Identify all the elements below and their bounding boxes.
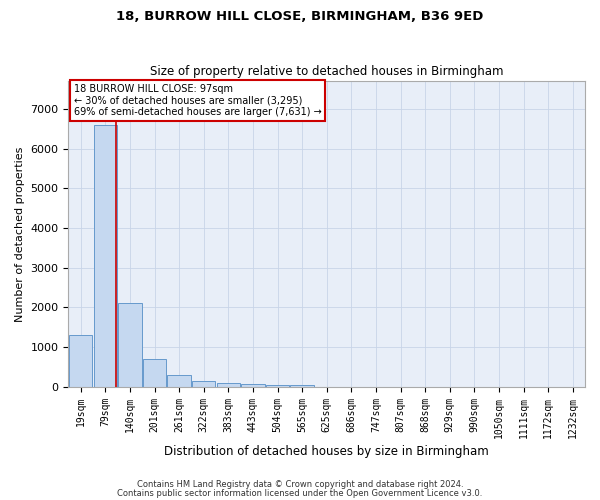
Bar: [290, 384, 314, 386]
Text: 18 BURROW HILL CLOSE: 97sqm
← 30% of detached houses are smaller (3,295)
69% of : 18 BURROW HILL CLOSE: 97sqm ← 30% of det…: [74, 84, 322, 117]
Bar: [167, 375, 191, 386]
Bar: [94, 124, 117, 386]
Text: Contains public sector information licensed under the Open Government Licence v3: Contains public sector information licen…: [118, 488, 482, 498]
Bar: [118, 304, 142, 386]
Title: Size of property relative to detached houses in Birmingham: Size of property relative to detached ho…: [150, 66, 503, 78]
Bar: [266, 384, 289, 386]
Y-axis label: Number of detached properties: Number of detached properties: [15, 146, 25, 322]
X-axis label: Distribution of detached houses by size in Birmingham: Distribution of detached houses by size …: [164, 444, 489, 458]
Bar: [69, 335, 92, 386]
Bar: [192, 381, 215, 386]
Bar: [241, 384, 265, 386]
Bar: [217, 382, 240, 386]
Text: Contains HM Land Registry data © Crown copyright and database right 2024.: Contains HM Land Registry data © Crown c…: [137, 480, 463, 489]
Text: 18, BURROW HILL CLOSE, BIRMINGHAM, B36 9ED: 18, BURROW HILL CLOSE, BIRMINGHAM, B36 9…: [116, 10, 484, 23]
Bar: [143, 359, 166, 386]
